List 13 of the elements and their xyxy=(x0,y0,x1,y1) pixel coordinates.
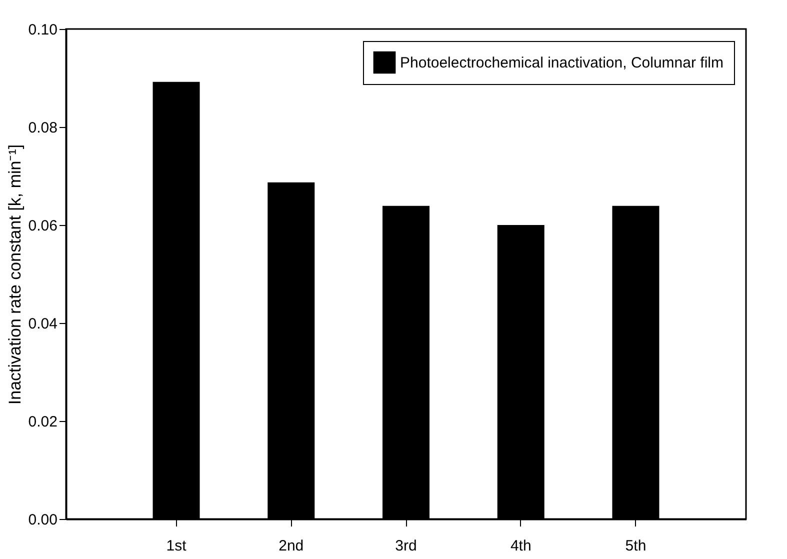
x-tick-label: 5th xyxy=(625,538,646,554)
y-tick-label: 0.06 xyxy=(28,218,58,234)
x-tick-label: 4th xyxy=(510,538,532,554)
y-axis-title: Inactivation rate constant [k, min⁻¹] xyxy=(5,144,24,405)
y-tick-label: 0.10 xyxy=(28,22,58,38)
y-tick-label: 0.08 xyxy=(28,120,58,136)
x-tick-label: 1st xyxy=(166,538,188,554)
y-tick-label: 0.02 xyxy=(28,414,58,430)
y-tick-label: 0.00 xyxy=(28,512,58,528)
x-tick-label: 2nd xyxy=(278,538,304,554)
y-tick-label: 0.04 xyxy=(28,316,58,332)
legend-label: Photoelectrochemical inactivation, Columnar film xyxy=(400,54,724,72)
x-tick-label: 3rd xyxy=(395,538,417,554)
